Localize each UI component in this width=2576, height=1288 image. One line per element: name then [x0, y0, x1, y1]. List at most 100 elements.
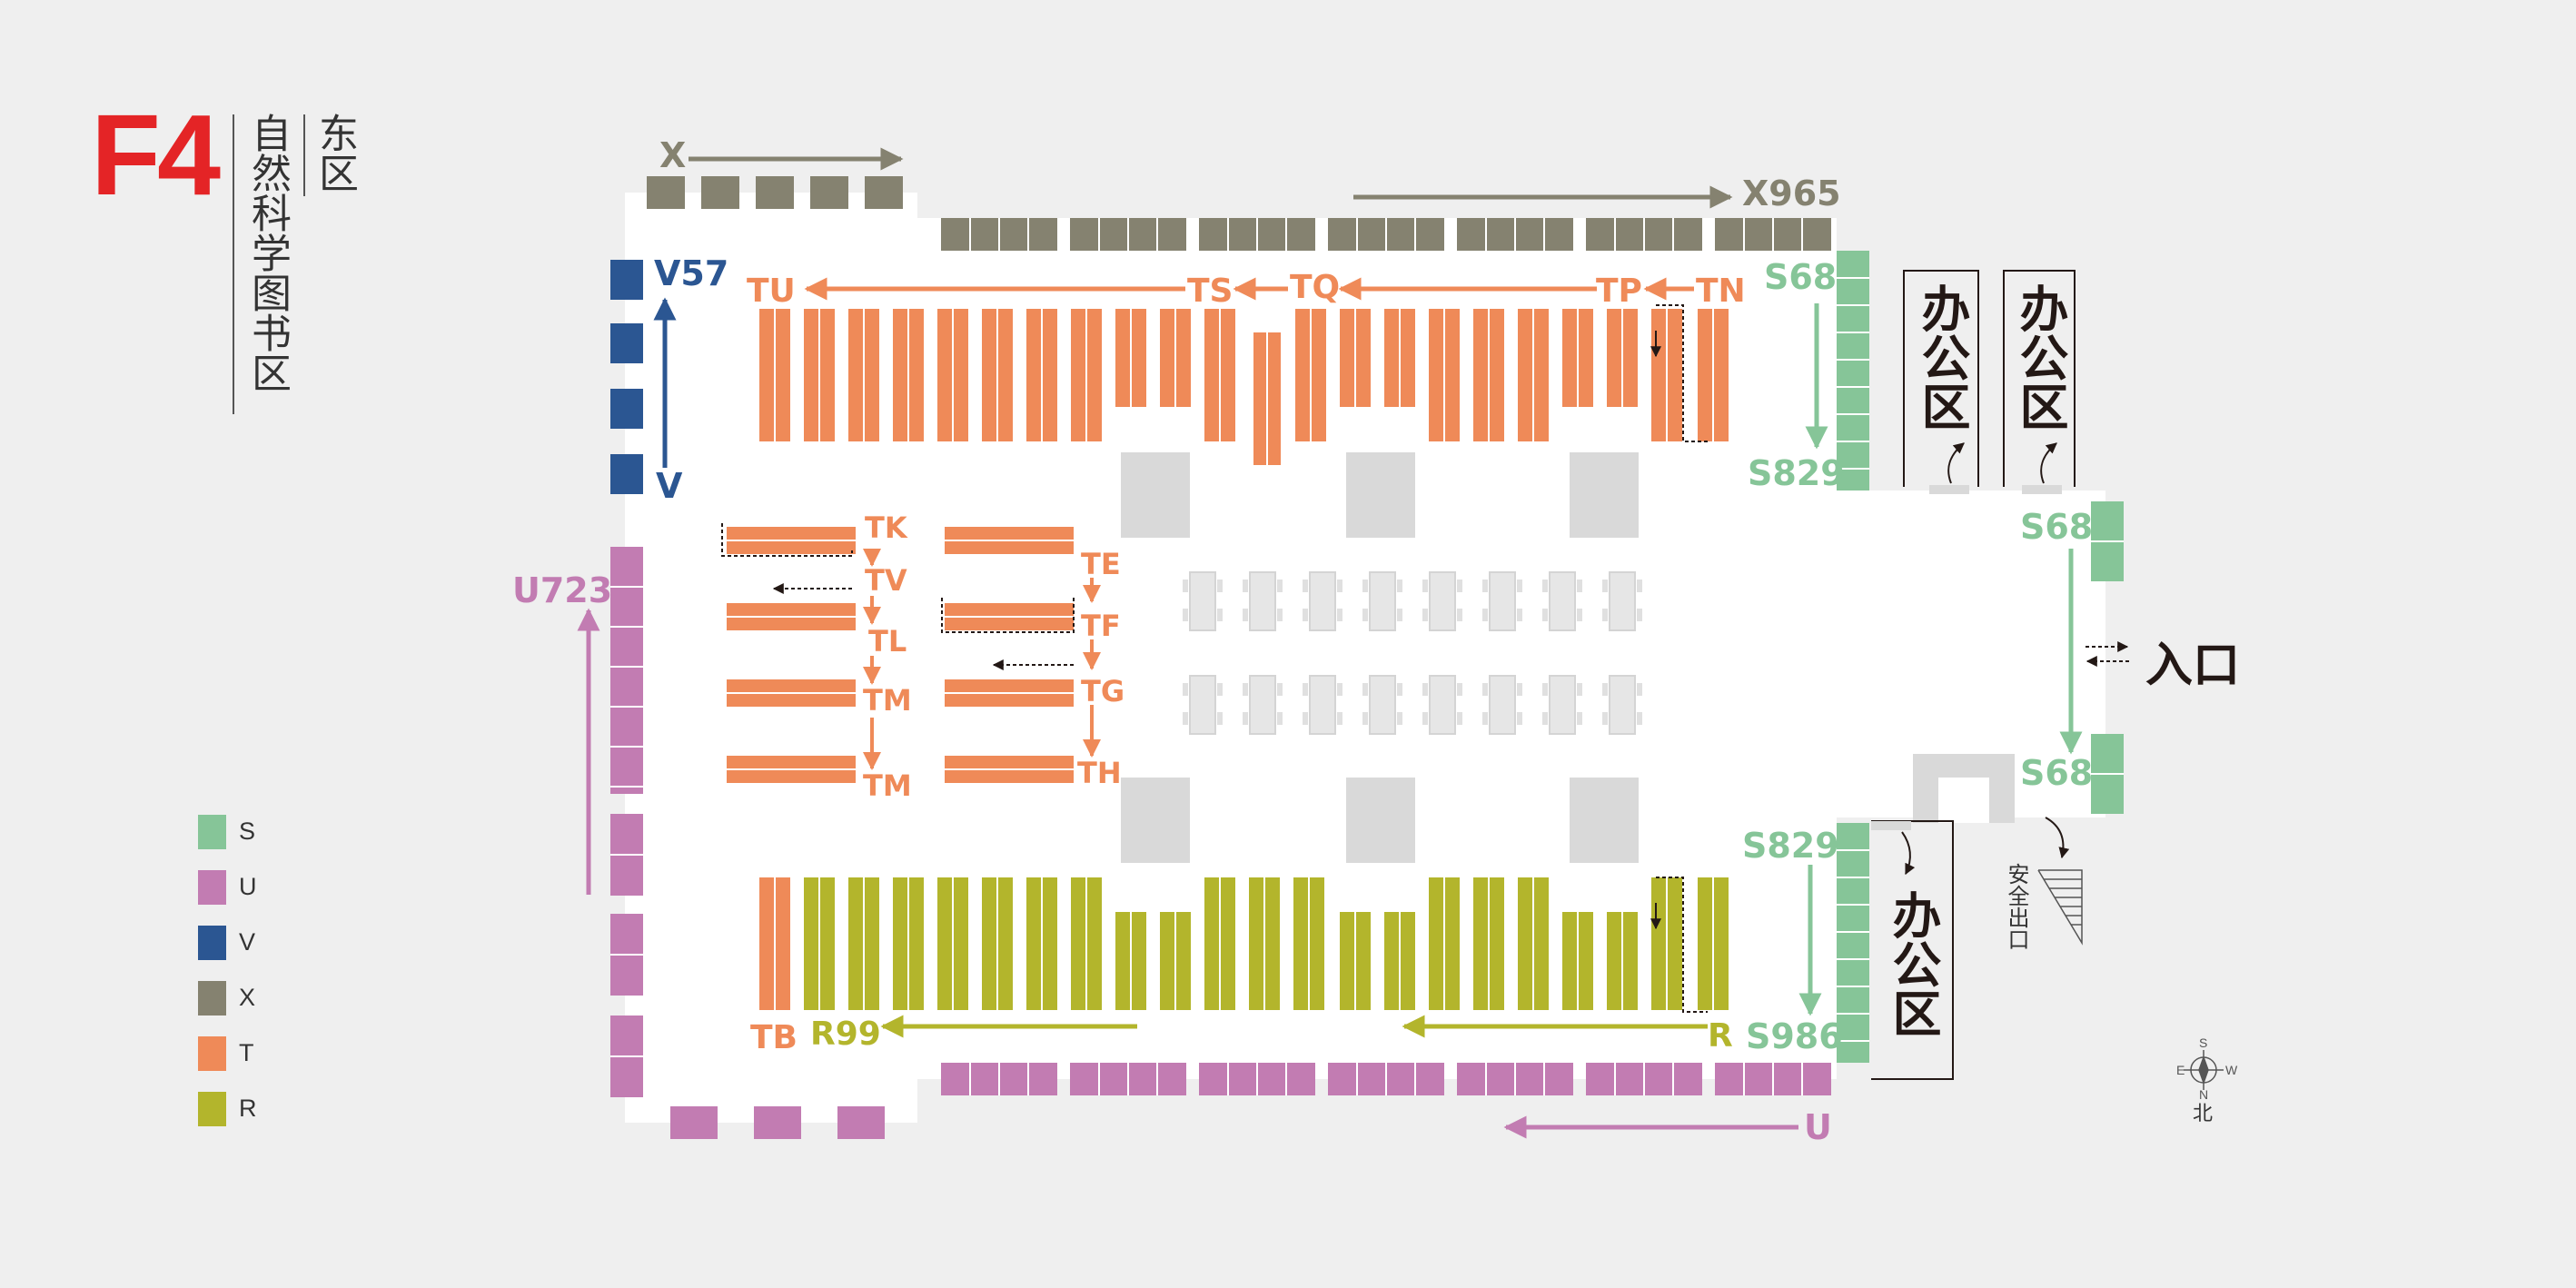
- label-tf: TF: [1081, 609, 1121, 643]
- v-shelf-group: [610, 260, 643, 494]
- s-shelf-group: [1837, 251, 2124, 1063]
- pillar: [1121, 778, 1190, 863]
- legend-label: X: [239, 984, 256, 1011]
- legend: S U V X T R: [198, 804, 257, 1136]
- chair: [1243, 580, 1248, 592]
- legend-item-t: T: [198, 1025, 257, 1081]
- chair: [1362, 580, 1368, 592]
- s-shelf: [1837, 823, 1869, 1063]
- label-v: V: [656, 466, 683, 506]
- legend-label: R: [239, 1095, 257, 1122]
- chair: [1637, 609, 1642, 621]
- label-tg: TG: [1081, 674, 1125, 708]
- label-s68-right-bottom: S68: [2020, 753, 2093, 793]
- label-ts: TS: [1187, 272, 1233, 310]
- compass-north-label: 北: [2193, 1103, 2214, 1125]
- chair: [1337, 683, 1342, 696]
- chair: [1542, 683, 1548, 696]
- office-outlines: [1871, 270, 2076, 1080]
- chair: [1277, 683, 1283, 696]
- entrance-label[interactable]: 入口: [2145, 639, 2241, 693]
- office-area-1: 办公区: [1913, 283, 1970, 431]
- label-s68-top: S68: [1764, 257, 1837, 297]
- x-shelf: [647, 176, 685, 209]
- header-area: 东区: [312, 113, 358, 193]
- legend-label: T: [239, 1039, 254, 1066]
- chair: [1303, 609, 1308, 621]
- label-x965: X965: [1742, 173, 1841, 213]
- reading-table: [1249, 571, 1276, 631]
- chair: [1457, 609, 1462, 621]
- chair: [1637, 580, 1642, 592]
- label-tu: TU: [747, 272, 796, 310]
- header-divider-1: [233, 114, 234, 414]
- label-s68-right-top: S68: [2020, 507, 2093, 547]
- chair: [1457, 683, 1462, 696]
- label-tv: TV: [865, 563, 907, 598]
- reading-table: [1429, 571, 1456, 631]
- chair: [1362, 609, 1368, 621]
- direction-arrows: [577, 147, 2083, 1139]
- s-shelf: [1837, 251, 1869, 490]
- chair: [1482, 683, 1488, 696]
- u-shelf: [837, 1106, 885, 1139]
- chair: [1577, 580, 1582, 592]
- chair: [1422, 683, 1428, 696]
- label-x: X: [659, 135, 686, 175]
- chair: [1542, 580, 1548, 592]
- legend-swatch: [198, 869, 226, 905]
- legend-item-u: U: [198, 859, 257, 915]
- reading-table: [1309, 675, 1336, 735]
- label-tk: TK: [865, 510, 908, 545]
- reading-table: [1189, 675, 1216, 735]
- chair: [1217, 712, 1223, 725]
- pillar: [1346, 452, 1415, 538]
- label-tm-2: TM: [863, 768, 912, 803]
- chair: [1303, 712, 1308, 725]
- flow-indicators: [721, 304, 2129, 1013]
- reading-table: [1489, 675, 1516, 735]
- label-u: U: [1804, 1107, 1832, 1147]
- chair: [1337, 609, 1342, 621]
- pillar: [1570, 778, 1639, 863]
- reading-table: [1609, 675, 1636, 735]
- chair: [1637, 712, 1642, 725]
- v-shelf: [610, 454, 643, 494]
- chair: [1457, 580, 1462, 592]
- chair: [1397, 609, 1402, 621]
- chair: [1337, 580, 1342, 592]
- reading-table: [1189, 571, 1216, 631]
- reading-table: [1549, 571, 1576, 631]
- v-shelf: [610, 260, 643, 300]
- stairs-icon: [2037, 869, 2083, 946]
- legend-swatch: [198, 980, 226, 1016]
- chair: [1337, 712, 1342, 725]
- chair: [1482, 609, 1488, 621]
- u-shelf: [670, 1106, 718, 1139]
- label-tb: TB: [750, 1019, 798, 1056]
- chair: [1303, 580, 1308, 592]
- reading-area: [1121, 452, 1642, 863]
- chair: [1217, 609, 1223, 621]
- legend-item-r: R: [198, 1081, 257, 1136]
- reading-table: [1369, 571, 1396, 631]
- reading-table: [1429, 675, 1456, 735]
- emergency-exit-label[interactable]: 安全出口: [2004, 863, 2029, 950]
- reading-table: [1309, 571, 1336, 631]
- u-shelf: [754, 1106, 801, 1139]
- chair: [1217, 580, 1223, 592]
- reading-table: [1369, 675, 1396, 735]
- chair: [1602, 580, 1608, 592]
- legend-label: V: [239, 928, 256, 956]
- t-shelf-middle: [727, 527, 1074, 783]
- r-shelf-bottom-row: [759, 877, 1729, 1010]
- chair: [1517, 712, 1522, 725]
- label-tq: TQ: [1290, 269, 1340, 306]
- legend-item-s: S: [198, 804, 257, 859]
- header-subtitle: 自然科学图书区: [244, 113, 291, 392]
- pillar: [1570, 452, 1639, 538]
- label-v57: V57: [654, 253, 728, 293]
- legend-swatch: [198, 925, 226, 960]
- legend-swatch: [198, 1035, 226, 1071]
- x-shelf: [756, 176, 794, 209]
